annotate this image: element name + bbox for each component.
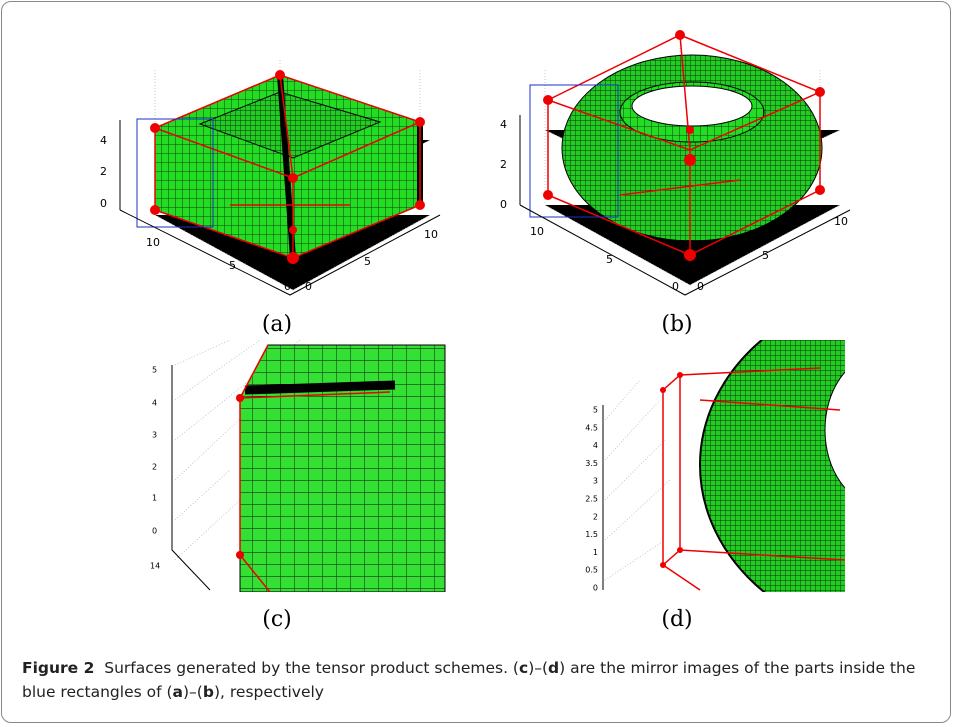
panel-label: (d) <box>661 607 692 632</box>
tick-label: 4 <box>152 399 157 408</box>
tick-label: 10 <box>424 228 438 241</box>
tick-label: 1.5 <box>585 530 598 539</box>
caption-part: Surfaces generated by the tensor product… <box>104 659 519 677</box>
tick-label: 0 <box>152 527 157 536</box>
panel-d <box>603 285 954 645</box>
panel-ref: b <box>203 683 214 701</box>
tick-label: 5 <box>762 249 769 262</box>
panel-ref: d <box>548 659 559 677</box>
tick-label: 0 <box>305 280 312 293</box>
tick-label: 0 <box>500 198 507 211</box>
tick-label: 0.5 <box>585 566 598 575</box>
tick-label: 3.5 <box>585 459 598 468</box>
tick-label: 2 <box>500 158 507 171</box>
tick-label: 10 <box>530 225 544 238</box>
surface <box>240 345 445 592</box>
tick-label: 0 <box>697 280 704 293</box>
caption-text: Surfaces generated by the tensor product… <box>22 659 915 701</box>
figure-label: Figure 2 <box>22 659 94 677</box>
panel-label: (b) <box>661 312 692 337</box>
panel-ref: a <box>173 683 183 701</box>
tick-label: 5 <box>606 253 613 266</box>
torus <box>700 285 954 645</box>
tick-label: 1 <box>152 494 157 503</box>
tick-label: 0 <box>100 197 107 210</box>
tick-label: 2 <box>152 463 157 472</box>
tick-label: 4 <box>100 134 107 147</box>
axis-grid <box>605 380 670 580</box>
caption-part: )–( <box>183 683 203 701</box>
tick-label: 0 <box>672 280 679 293</box>
caption-part: ), respectively <box>214 683 324 701</box>
tick-label: 5 <box>229 259 236 272</box>
tick-label: 2 <box>100 165 107 178</box>
tick-label: 4 <box>500 118 507 131</box>
tick-label: 1 <box>593 548 598 557</box>
tick-label: 2.5 <box>585 495 598 504</box>
tick-label: 5 <box>593 406 598 415</box>
tick-label: 3 <box>152 431 157 440</box>
edge <box>245 385 395 390</box>
panel-c: 5 4 3 2 1 0 14 (c) <box>150 340 445 632</box>
panel-a: 4 2 0 10 5 0 0 5 10 (a) <box>100 60 440 337</box>
tick-label: 0 <box>593 584 598 593</box>
panel-b: 4 2 0 10 5 0 0 5 10 (b) <box>500 30 850 337</box>
caption: Figure 2 Surfaces generated by the tenso… <box>22 656 937 704</box>
torus-hole <box>825 355 935 505</box>
torus-inner <box>632 86 752 126</box>
tick-label: 14 <box>150 562 160 571</box>
tick-label: 0 <box>284 280 291 293</box>
tick-label: 4.5 <box>585 423 598 432</box>
panel-label: (c) <box>262 607 292 632</box>
tick-label: 4 <box>593 441 598 450</box>
tick-label: 10 <box>146 236 160 249</box>
tick-label: 3 <box>593 477 598 486</box>
tick-label: 5 <box>364 255 371 268</box>
caption-part: )–( <box>528 659 548 677</box>
panel-label: (a) <box>262 312 292 337</box>
tick-labels: 5 4.5 4 3.5 3 2.5 2 1.5 1 0.5 0 <box>585 406 598 593</box>
tick-label: 10 <box>834 215 848 228</box>
tick-label: 2 <box>593 512 598 521</box>
tick-label: 5 <box>152 366 157 375</box>
panel-ref: c <box>519 659 528 677</box>
figure: 4 2 0 10 5 0 0 5 10 (a) 4 2 0 10 5 0 0 5… <box>0 0 954 727</box>
